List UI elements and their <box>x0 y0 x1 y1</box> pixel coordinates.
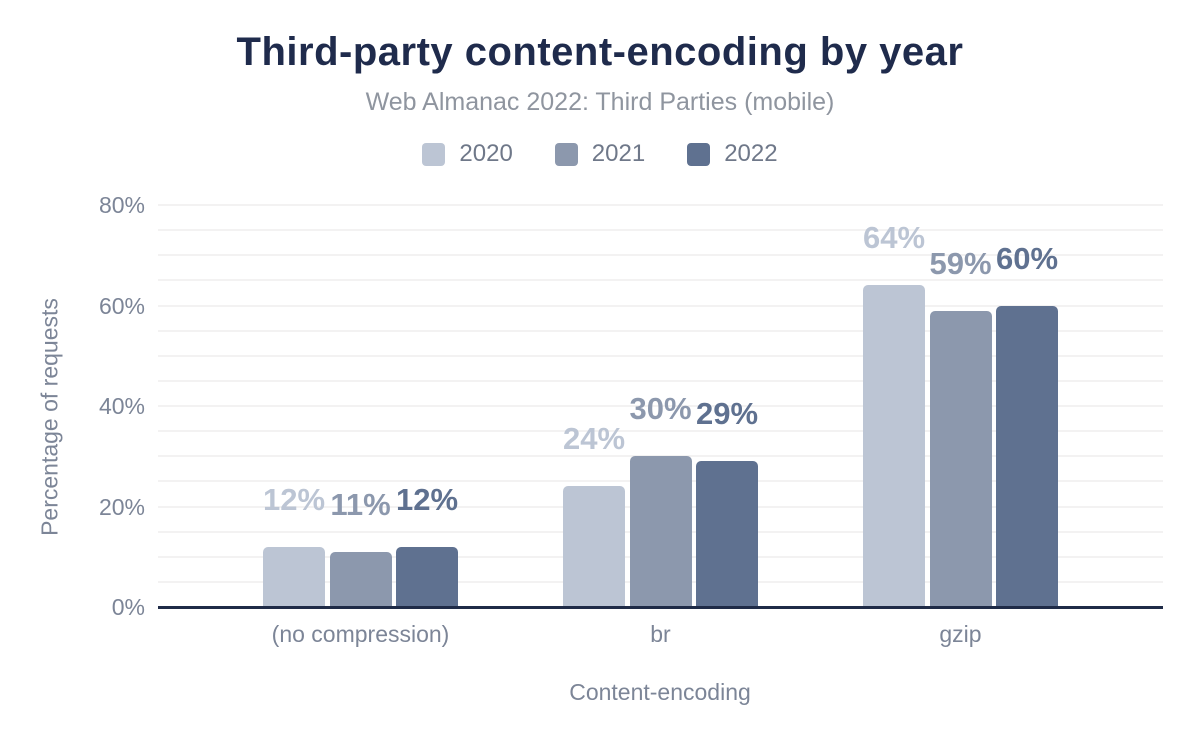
legend: 2020 2021 2022 <box>0 140 1200 168</box>
chart-subtitle: Web Almanac 2022: Third Parties (mobile) <box>365 88 835 116</box>
bar-2022--no-compression-[interactable] <box>396 546 458 607</box>
chart-title: Third-party content-encoding by year <box>236 30 964 74</box>
bar-2020-br[interactable] <box>563 486 625 607</box>
y-tick-label: 80% <box>98 192 145 218</box>
legend-swatch <box>554 142 578 166</box>
bar-value-label: 24% <box>562 421 626 457</box>
legend-swatch <box>687 142 711 166</box>
grid-line <box>158 329 1163 332</box>
grid-line <box>158 354 1163 357</box>
y-tick-label: 20% <box>98 493 145 520</box>
legend-label: 2021 <box>591 140 646 167</box>
x-axis-title: Content-encoding <box>569 679 751 705</box>
grid-line <box>158 430 1163 433</box>
legend-item-2021[interactable]: 2021 <box>554 140 646 168</box>
x-axis-line <box>158 606 1163 609</box>
bar-value-label: 12% <box>262 481 326 517</box>
bar-value-label: 59% <box>929 245 992 281</box>
grid-line <box>158 229 1163 232</box>
bar-2020--no-compression-[interactable] <box>263 546 325 607</box>
bar-2022-br[interactable] <box>696 461 758 607</box>
plot-area: 12% 11% 12% 24% 30% 29% 64% 59% 60% <box>158 204 1163 609</box>
bar-2021-br[interactable] <box>629 456 692 607</box>
bar-value-label: 12% <box>395 481 459 517</box>
bar-value-label: 60% <box>995 240 1059 276</box>
legend-swatch <box>422 142 446 166</box>
grid-line <box>158 204 1163 206</box>
bar-value-label: 29% <box>695 396 759 432</box>
bar-2020-gzip[interactable] <box>863 285 925 607</box>
bar-group-gzip: 64% 59% 60% <box>863 205 1058 607</box>
y-tick-label: 60% <box>98 292 145 319</box>
bar-value-label: 30% <box>629 391 692 427</box>
bar-group--no-compression-: 12% 11% 12% <box>263 205 458 607</box>
bar-value-label: 64% <box>862 220 926 256</box>
legend-item-2022[interactable]: 2022 <box>687 140 778 168</box>
bar-group-br: 24% 30% 29% <box>563 205 758 607</box>
legend-label: 2022 <box>724 140 778 167</box>
bar-2022-gzip[interactable] <box>996 305 1058 607</box>
grid-line <box>158 304 1163 307</box>
x-tick-label: (no compression) <box>271 621 450 647</box>
y-tick-label: 0% <box>111 594 145 620</box>
grid-line <box>158 405 1163 407</box>
x-tick-label: br <box>650 621 671 647</box>
grid-line <box>158 279 1163 282</box>
grid-line <box>158 254 1163 257</box>
legend-label: 2020 <box>459 140 513 167</box>
legend-item-2020[interactable]: 2020 <box>422 140 513 168</box>
x-tick-label: gzip <box>939 621 982 647</box>
y-tick-label: 40% <box>98 393 145 419</box>
grid-line <box>158 379 1163 382</box>
bar-value-label: 11% <box>330 486 391 522</box>
bar-2021-gzip[interactable] <box>929 310 992 607</box>
bar-2021--no-compression-[interactable] <box>329 551 392 607</box>
